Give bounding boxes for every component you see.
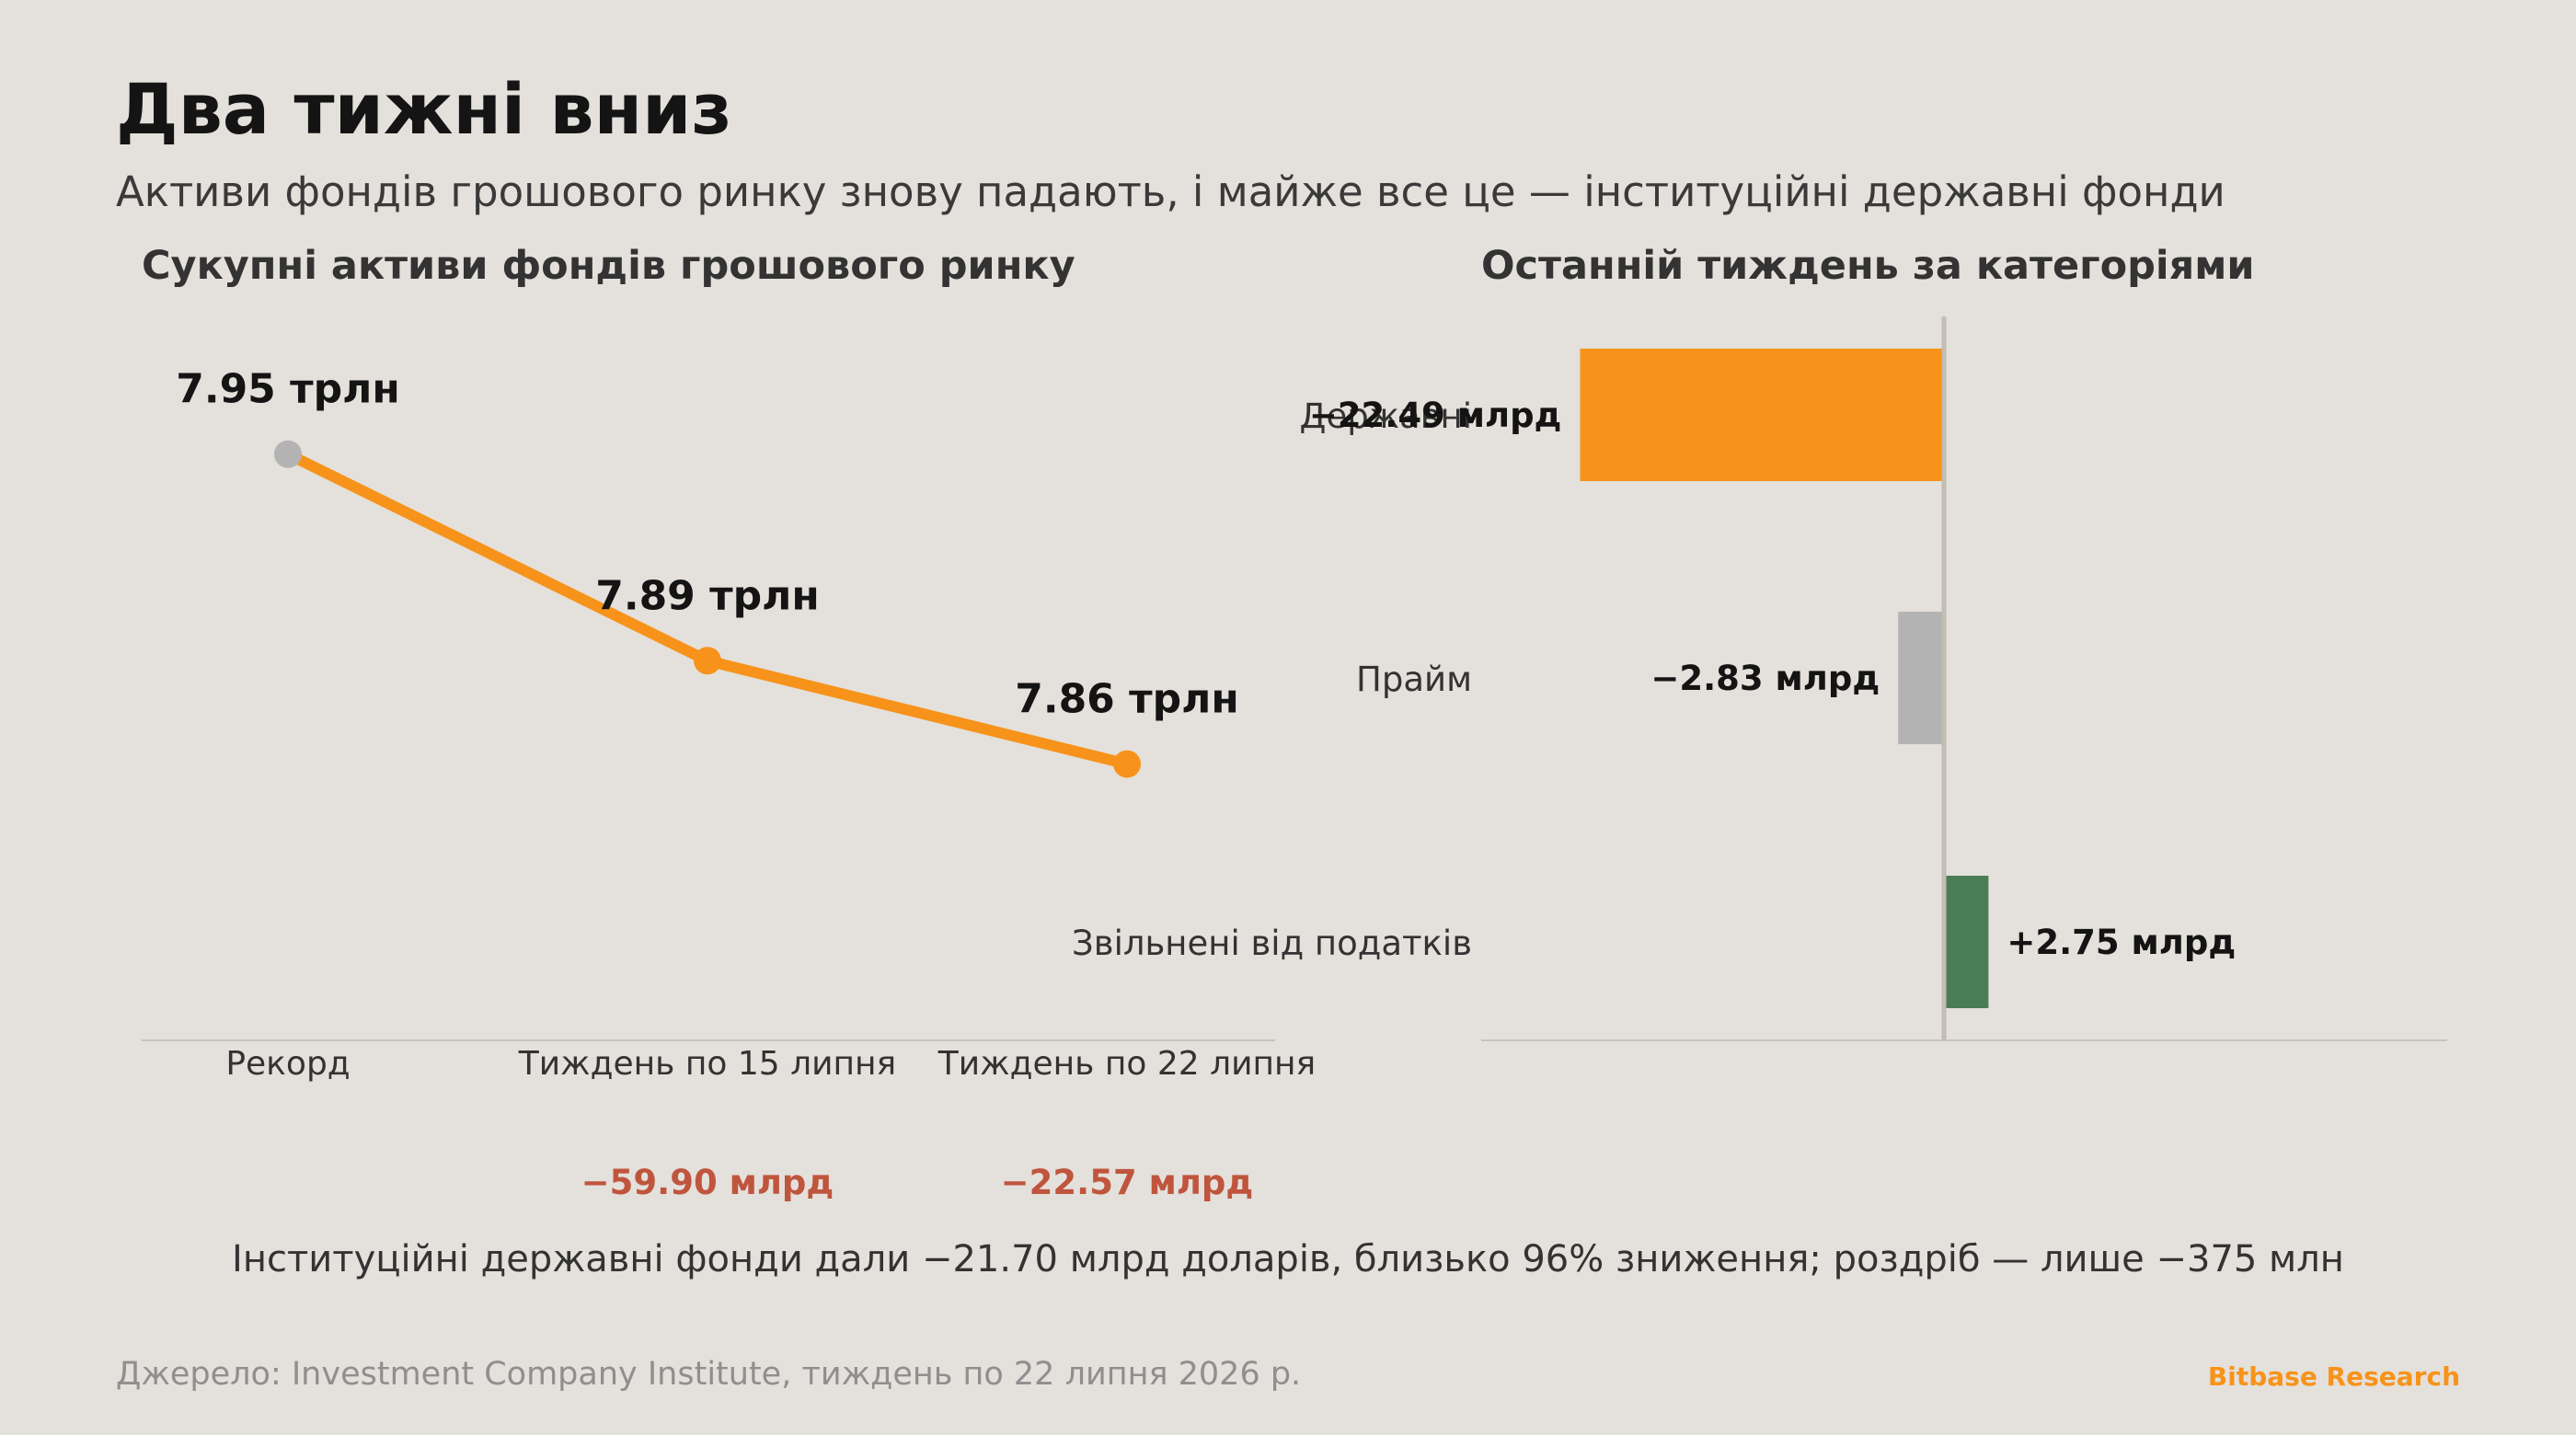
- line-chart: 7.95 трлн Рекорд 7.89 трлн Тиждень по 15 ли…: [142, 366, 1316, 1202]
- value-label: −2.83 млрд: [1650, 659, 1880, 698]
- data-label: 7.95 трлн: [176, 366, 400, 413]
- data-label: 7.89 трлн: [595, 572, 820, 619]
- x-tick-label: Рекорд: [225, 1045, 350, 1083]
- category-label: Державні: [1300, 396, 1472, 436]
- bar-chart: Державні−22.49 млрд Прайм −2.83 млрд Звільн…: [1072, 316, 2447, 1041]
- bar: [1944, 876, 1989, 1008]
- bar: [1898, 612, 1945, 744]
- data-point: [1113, 750, 1141, 778]
- change-label: −22.57 млрд: [1001, 1163, 1254, 1202]
- line-chart-title: Сукупні активи фондів грошового ринку: [142, 243, 1075, 289]
- value-label: −22.49 млрд: [1309, 396, 1562, 435]
- x-tick-label: Тиждень по 22 липня: [937, 1045, 1316, 1083]
- x-tick-label: Тиждень по 15 липня: [518, 1045, 896, 1083]
- data-point: [274, 440, 302, 468]
- brand-logo: Bitbase Research: [2207, 1361, 2460, 1392]
- source-text: Джерело: Investment Company Institute, т…: [116, 1356, 1302, 1393]
- value-label: +2.75 млрд: [2007, 923, 2236, 962]
- data-point: [694, 647, 721, 675]
- page-subtitle: Активи фондів грошового ринку знову пада…: [116, 167, 2225, 216]
- bar-chart-title: Останній тиждень за категоріями: [1481, 243, 2255, 289]
- summary-note: Інституційні державні фонди дали −21.70 …: [232, 1238, 2344, 1280]
- page-title: Два тижні вниз: [116, 68, 732, 150]
- category-label: Звільнені від податків: [1072, 924, 1472, 963]
- category-label: Прайм: [1356, 660, 1472, 699]
- data-label: 7.86 трлн: [1015, 676, 1239, 723]
- bar: [1580, 349, 1945, 481]
- change-label: −59.90 млрд: [581, 1163, 834, 1202]
